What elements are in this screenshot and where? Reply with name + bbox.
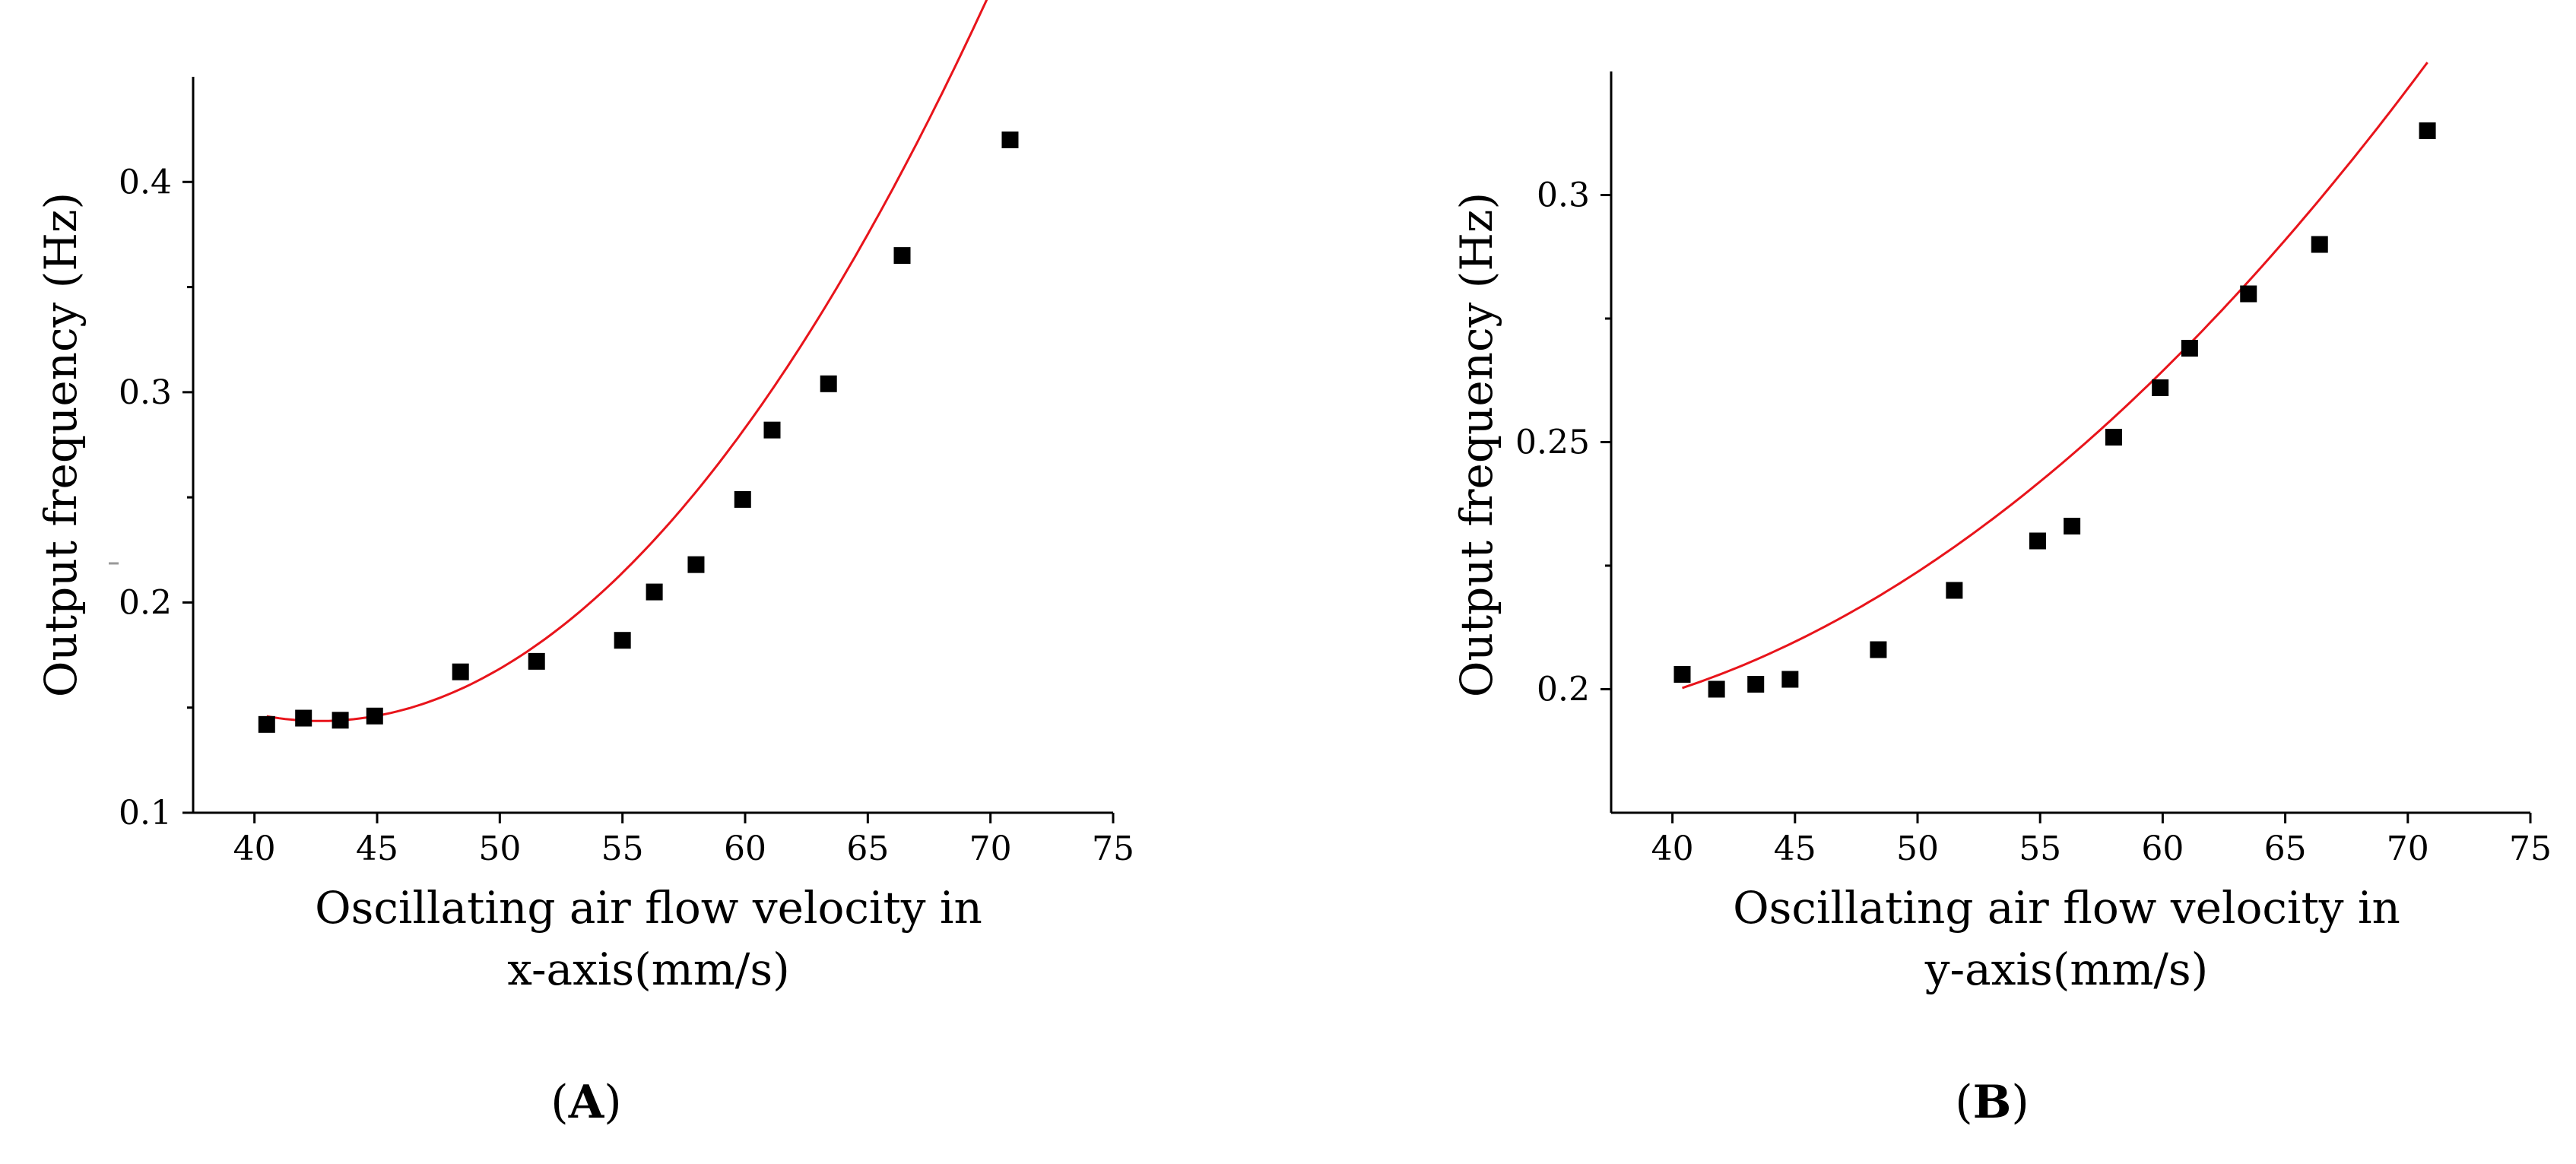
- x-axis-title-line1: Oscillating air flow velocity in: [315, 882, 982, 934]
- data-point: [2064, 518, 2081, 534]
- x-axis-title-line2: y-axis(mm/s): [1924, 944, 2209, 995]
- x-tick-label: 45: [1774, 829, 1816, 868]
- x-axis-title-line1: Oscillating air flow velocity in: [1733, 882, 2400, 934]
- x-tick-label: 60: [724, 829, 766, 868]
- y-tick-label: 0.2: [1537, 671, 1590, 709]
- data-point: [452, 663, 469, 680]
- data-point: [1781, 671, 1799, 688]
- panel-label-a: (A): [550, 1076, 621, 1129]
- data-point: [332, 712, 349, 729]
- data-point: [2029, 532, 2046, 550]
- data-point: [1673, 666, 1691, 683]
- y-axis-title: Output frequency (Hz): [35, 192, 87, 697]
- x-tick-label: 50: [478, 829, 521, 868]
- x-tick-label: 75: [1092, 829, 1134, 868]
- data-point: [734, 490, 751, 508]
- data-point: [528, 652, 545, 670]
- data-point: [1708, 680, 1725, 698]
- data-point: [687, 556, 705, 573]
- x-tick-label: 70: [969, 829, 1012, 868]
- fit-curve: [1682, 62, 2428, 690]
- y-ticks: 0.2 0.25 0.3: [1515, 176, 1611, 709]
- x-tick-label: 45: [356, 829, 398, 868]
- data-point: [893, 247, 911, 265]
- chart-panel-b: 40 45 50 55 60 65 70 75 0.2 0.25 0.3 Output frequ…: [1451, 62, 2552, 1129]
- y-tick-label: 0.3: [1537, 176, 1590, 215]
- data-point: [366, 707, 383, 725]
- points-layer: [258, 131, 1019, 733]
- data-point: [1747, 676, 1765, 693]
- data-point: [1001, 131, 1019, 148]
- data-point: [2181, 340, 2198, 357]
- x-ticks: 40 45 50 55 60 65 70 75: [1651, 813, 2552, 868]
- data-point: [763, 421, 781, 439]
- x-tick-label: 70: [2387, 829, 2429, 868]
- x-tick-label: 55: [2019, 829, 2061, 868]
- y-tick-label: 0.4: [119, 163, 172, 201]
- x-axis-title-line2: x-axis(mm/s): [507, 944, 789, 995]
- points-layer: [1673, 122, 2436, 698]
- x-tick-label: 75: [2509, 829, 2552, 868]
- y-axis-title: Output frequency (Hz): [1451, 192, 1502, 697]
- x-tick-label: 65: [846, 829, 889, 868]
- data-point: [1870, 641, 1887, 658]
- data-point: [2105, 429, 2122, 446]
- y-tick-label: 0.2: [119, 583, 172, 622]
- y-ticks: 0.1 0.2 0.3 0.4: [119, 163, 193, 833]
- panel-label-b: (B): [1955, 1076, 2029, 1129]
- data-point: [1946, 582, 1963, 599]
- data-point: [258, 715, 275, 733]
- fit-layer: [266, 0, 988, 722]
- y-tick-label: 0.1: [119, 794, 172, 833]
- y-tick-label: 0.3: [119, 373, 172, 412]
- x-tick-label: 60: [2141, 829, 2184, 868]
- x-tick-label: 40: [1651, 829, 1694, 868]
- x-tick-label: 40: [233, 829, 276, 868]
- x-tick-label: 65: [2264, 829, 2307, 868]
- fit-curve: [266, 0, 988, 722]
- data-point: [2419, 122, 2436, 139]
- data-point: [614, 632, 631, 649]
- fit-layer: [1682, 62, 2428, 690]
- y-tick-label: 0.25: [1515, 423, 1590, 462]
- data-point: [295, 709, 312, 727]
- data-point: [646, 583, 663, 601]
- data-point: [2152, 379, 2169, 396]
- chart-panel-a: 40 45 50 55 60 65 70 75 0.1 0.2 0.3 0.4 Output fre…: [35, 0, 1134, 1129]
- data-point: [2240, 285, 2257, 303]
- x-tick-label: 55: [601, 829, 644, 868]
- data-point: [820, 375, 837, 392]
- data-point: [2311, 236, 2328, 253]
- x-ticks: 40 45 50 55 60 65 70 75: [233, 813, 1134, 868]
- x-tick-label: 50: [1896, 829, 1939, 868]
